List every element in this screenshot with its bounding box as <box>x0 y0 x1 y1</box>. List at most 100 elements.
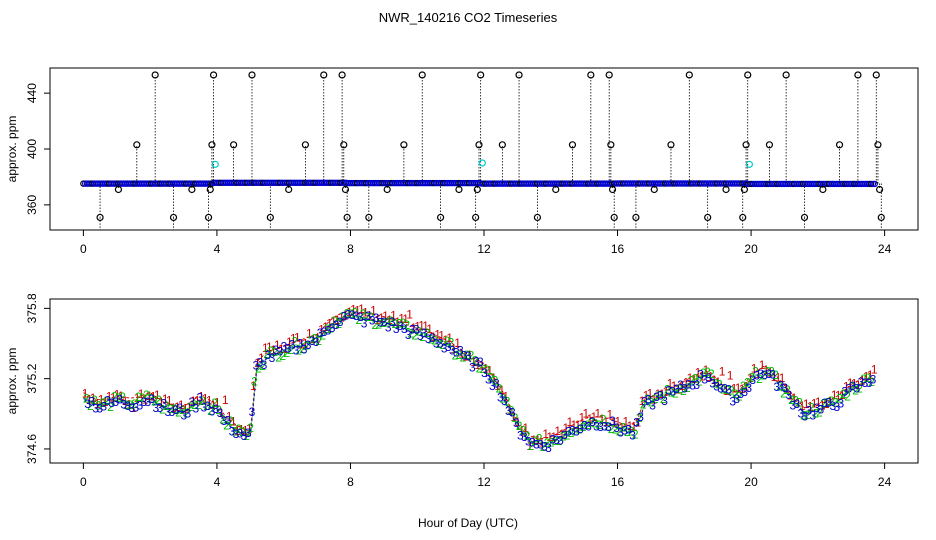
bottom-series-marker: 3 <box>769 367 776 381</box>
bottom-series-marker: 2 <box>676 382 683 396</box>
bottom-series-marker: 3 <box>257 356 264 370</box>
bottom-series-marker: 2 <box>472 353 479 367</box>
bottom-series-marker: 1 <box>434 327 441 341</box>
bottom-series-marker: 3 <box>289 337 296 351</box>
bottom-series-marker: 1 <box>751 361 758 375</box>
bottom-series-marker: 3 <box>509 406 516 420</box>
top-y-tick-label: 360 <box>25 195 39 215</box>
bottom-series-marker: 2 <box>283 346 290 360</box>
bottom-series-marker: 2 <box>223 418 230 432</box>
bottom-series-marker: 2 <box>828 394 835 408</box>
top-outlier-point <box>685 71 693 79</box>
top-outlier-point <box>400 141 408 149</box>
bottom-series-marker: 3 <box>673 382 680 396</box>
bottom-series-marker: 2 <box>179 403 186 417</box>
bottom-series-marker: 1 <box>839 388 846 402</box>
bottom-series-marker: 2 <box>568 426 575 440</box>
bottom-series-marker: 1 <box>715 375 722 389</box>
top-outlier-point <box>722 185 730 194</box>
bottom-series-marker: 1 <box>759 358 766 372</box>
bottom-series-marker: 2 <box>596 418 603 432</box>
bottom-series-marker: 2 <box>103 394 110 408</box>
bottom-series-marker: 1 <box>350 302 357 316</box>
bottom-series-marker: 2 <box>860 372 867 386</box>
bottom-series-marker: 1 <box>582 406 589 420</box>
bottom-series-marker: 2 <box>532 434 539 448</box>
top-outlier-point <box>206 185 214 194</box>
bottom-series-marker: 1 <box>222 393 229 407</box>
bottom-series-marker: 2 <box>355 313 362 327</box>
bottom-series-marker: 2 <box>143 388 150 402</box>
bottom-series-marker: 2 <box>672 387 679 401</box>
bottom-series-marker: 2 <box>155 393 162 407</box>
bottom-series-marker: 1 <box>262 341 269 355</box>
top-outlier-point <box>740 185 749 194</box>
bottom-series-marker: 2 <box>756 372 763 386</box>
bottom-series-marker: 1 <box>787 388 794 402</box>
bottom-series-marker: 1 <box>378 311 385 325</box>
bottom-series-marker: 1 <box>775 371 782 385</box>
bottom-series-marker: 2 <box>796 396 803 410</box>
bottom-series-marker: 3 <box>850 379 857 393</box>
bottom-series-marker: 3 <box>797 406 804 420</box>
bottom-series-marker: 3 <box>665 384 672 398</box>
top-outlier-point <box>133 141 141 149</box>
bottom-series-marker: 1 <box>238 423 245 437</box>
bottom-x-tick-label: 20 <box>744 475 758 489</box>
bottom-series-marker: 3 <box>513 416 520 430</box>
bottom-series-marker: 2 <box>400 316 407 330</box>
bottom-series-marker: 3 <box>609 414 616 428</box>
bottom-series-marker: 1 <box>306 326 313 340</box>
bottom-series-marker: 1 <box>755 367 762 381</box>
bottom-series-marker: 1 <box>142 393 149 407</box>
bottom-series-marker: 3 <box>433 337 440 351</box>
bottom-series-marker: 3 <box>697 368 704 382</box>
bottom-series-marker: 2 <box>552 434 559 448</box>
bottom-series-marker: 1 <box>318 323 325 337</box>
bottom-series-marker: 1 <box>346 305 353 319</box>
bottom-series-marker: 1 <box>278 342 285 356</box>
bottom-series-marker: 2 <box>636 411 643 425</box>
bottom-series-marker: 1 <box>442 333 449 347</box>
bottom-series-marker: 2 <box>824 395 831 409</box>
bottom-series-marker: 1 <box>643 388 650 402</box>
bottom-series-marker: 1 <box>679 379 686 393</box>
bottom-series-marker: 2 <box>468 349 475 363</box>
bottom-series-marker: 1 <box>498 383 505 397</box>
bottom-series-marker: 1 <box>558 427 565 441</box>
bottom-series-marker: 3 <box>305 338 312 352</box>
bottom-series-marker: 1 <box>831 388 838 402</box>
top-plot-frame <box>49 67 919 231</box>
bottom-series-marker: 3 <box>573 424 580 438</box>
top-outlier-point <box>876 185 884 194</box>
bottom-series-marker: 2 <box>768 365 775 379</box>
bottom-series-marker: 1 <box>699 369 706 383</box>
bottom-series-marker: 2 <box>151 395 158 409</box>
bottom-series-marker: 3 <box>253 358 260 372</box>
bottom-series-marker: 3 <box>621 424 628 438</box>
bottom-series-marker: 3 <box>313 335 320 349</box>
bottom-series-marker: 2 <box>131 397 138 411</box>
top-outlier-series <box>96 71 885 230</box>
bottom-series-marker: 3 <box>629 429 636 443</box>
bottom-series-marker: 1 <box>466 348 473 362</box>
bottom-series-marker: 1 <box>426 322 433 336</box>
bottom-series-marker: 1 <box>691 372 698 386</box>
bottom-series-marker: 3 <box>745 381 752 395</box>
bottom-series-marker: 2 <box>416 325 423 339</box>
bottom-series-marker: 3 <box>801 409 808 423</box>
bottom-series-marker: 2 <box>380 316 387 330</box>
top-outlier-point <box>301 141 309 149</box>
bottom-series-marker: 1 <box>210 398 217 412</box>
bottom-series-marker: 3 <box>701 373 708 387</box>
bottom-series-marker: 1 <box>835 389 842 403</box>
bottom-series-marker: 1 <box>110 390 117 404</box>
bottom-series-marker: 3 <box>100 399 107 413</box>
bottom-series-marker: 1 <box>711 373 718 387</box>
bottom-series-marker: 1 <box>627 419 634 433</box>
bottom-series-marker: 2 <box>612 422 619 436</box>
bottom-series-marker: 2 <box>215 403 222 417</box>
bottom-series-marker: 1 <box>294 331 301 345</box>
bottom-series-marker: 1 <box>314 332 321 346</box>
bottom-series-marker: 3 <box>385 320 392 334</box>
